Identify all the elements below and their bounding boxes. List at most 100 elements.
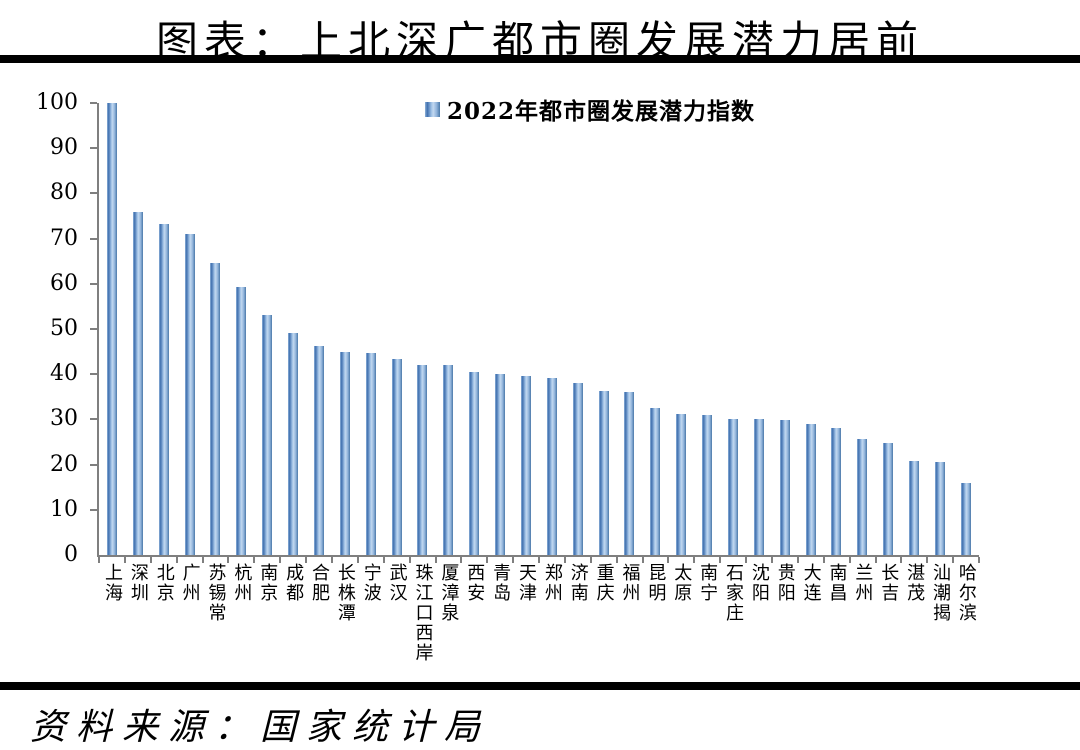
x-tick [745, 557, 748, 563]
x-tick [693, 557, 696, 563]
bar [520, 375, 531, 555]
legend-swatch-icon [424, 101, 440, 117]
y-tick-label: 80 [50, 180, 78, 206]
bar [391, 359, 402, 555]
bar [158, 223, 169, 555]
y-tick-label: 0 [64, 542, 78, 567]
x-tick [356, 557, 359, 563]
x-tick [201, 557, 204, 563]
y-tick [90, 328, 97, 330]
y-tick [90, 508, 97, 511]
bar [883, 442, 894, 555]
y-tick-label: 90 [50, 135, 78, 161]
x-tick [98, 557, 100, 563]
x-category-label: 大连 [800, 563, 822, 603]
bar [546, 377, 557, 555]
bar [805, 423, 816, 555]
plot-area [97, 103, 979, 557]
legend-label: 2022年都市圈发展潜力指数 [446, 98, 756, 125]
y-tick-label: 60 [50, 270, 78, 296]
x-category-label: 郑州 [541, 563, 563, 603]
x-category-label: 兰州 [852, 563, 874, 603]
x-tick [123, 557, 126, 563]
bar [598, 390, 609, 555]
x-tick [486, 557, 489, 563]
x-category-label: 福州 [619, 563, 641, 603]
bar [779, 420, 790, 555]
x-category-label: 南昌 [826, 563, 848, 603]
x-tick [667, 557, 670, 563]
bar [443, 365, 454, 555]
bar [831, 427, 842, 555]
bar [132, 211, 143, 555]
y-tick [90, 418, 97, 421]
x-category-label: 上海 [101, 563, 123, 603]
bar [934, 461, 945, 555]
x-category-label: 重庆 [593, 563, 615, 603]
x-category-label: 沈阳 [748, 563, 770, 603]
x-tick [615, 557, 618, 563]
x-category-label: 长株潭 [334, 563, 356, 623]
y-tick-label: 30 [50, 406, 78, 432]
x-tick [563, 557, 566, 563]
x-tick [538, 557, 540, 563]
y-tick-label: 20 [50, 451, 78, 477]
bar [236, 287, 247, 555]
bar [288, 332, 299, 555]
x-category-label: 成都 [283, 563, 305, 603]
x-tick [796, 557, 799, 563]
bar [469, 371, 480, 555]
bar [365, 353, 376, 555]
bar [702, 415, 713, 555]
x-category-label: 宁波 [360, 563, 382, 603]
x-tick [305, 557, 308, 563]
top-divider [0, 55, 1080, 63]
y-tick-label: 50 [50, 316, 78, 341]
y-tick-label: 10 [50, 496, 78, 522]
x-category-label: 深圳 [127, 563, 149, 603]
y-tick [90, 192, 97, 195]
bar [650, 407, 661, 555]
x-category-label: 杭州 [231, 563, 253, 603]
x-category-label: 南宁 [697, 563, 719, 603]
x-tick [253, 557, 256, 563]
chart-legend: 2022年都市圈发展潜力指数 [424, 92, 756, 126]
x-axis-labels: 上海 深圳 北京 广州 苏锡常 杭州 南京 成都 合肥 长株潭 宁波 武汉 珠江口西岸 厦漳泉 西安 青岛 天津… [99, 563, 979, 663]
y-tick [90, 463, 97, 466]
x-tick [382, 557, 385, 563]
bar [676, 413, 687, 555]
bar [417, 364, 428, 555]
x-category-label: 苏锡常 [205, 563, 227, 623]
x-tick [149, 557, 152, 563]
x-tick [952, 557, 955, 563]
bar [753, 419, 764, 555]
x-category-label: 哈尔滨 [955, 563, 977, 623]
x-category-label: 合肥 [308, 563, 330, 603]
x-tick [641, 557, 644, 563]
data-source: 资料来源：国家统计局 [30, 707, 491, 748]
x-tick [822, 557, 825, 563]
x-category-label: 珠江口西岸 [412, 563, 434, 663]
x-tick [434, 557, 437, 563]
x-tick [227, 557, 230, 563]
x-tick [512, 557, 515, 563]
x-category-label: 武汉 [386, 563, 408, 603]
x-category-label: 湛茂 [904, 563, 926, 603]
bar [960, 482, 971, 555]
x-tick [848, 557, 851, 563]
bar [184, 234, 195, 555]
x-category-label: 太原 [671, 563, 693, 603]
bar [624, 392, 635, 555]
y-tick [90, 373, 97, 376]
x-tick [460, 557, 463, 563]
bar [857, 439, 868, 555]
x-tick [408, 557, 411, 563]
bar [262, 315, 273, 555]
bar [210, 262, 221, 555]
x-category-label: 青岛 [490, 563, 512, 603]
x-category-label: 石家庄 [722, 563, 744, 623]
bar [313, 346, 324, 555]
x-tick [175, 557, 178, 563]
y-tick [90, 102, 97, 104]
